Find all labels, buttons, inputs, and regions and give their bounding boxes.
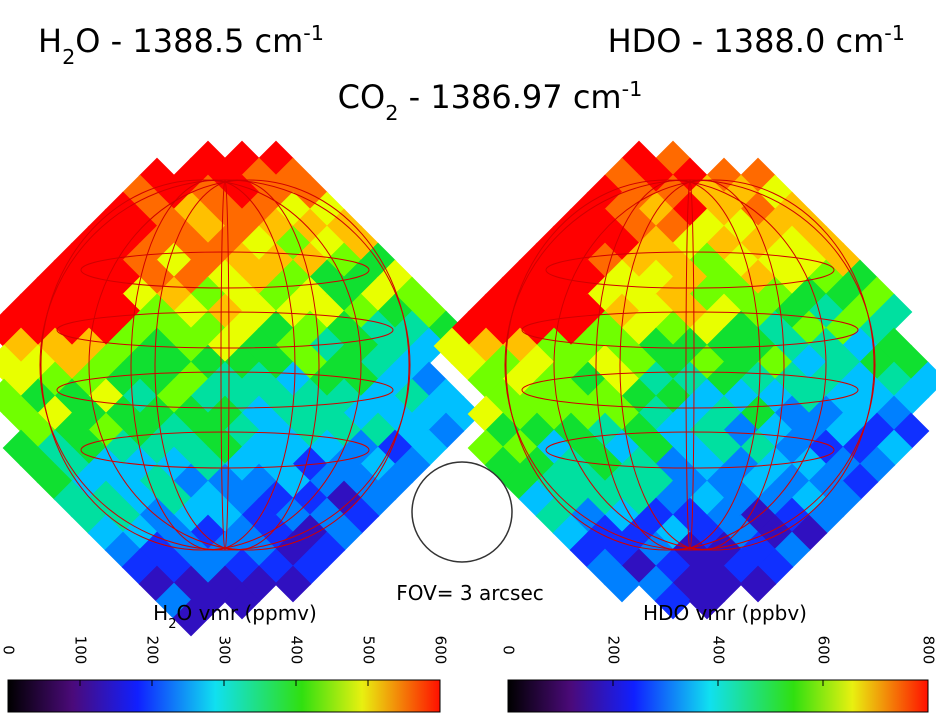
map-tile: [223, 582, 261, 620]
title: H2O - 1388.5 cm-1: [38, 21, 324, 69]
tick-label: 0: [500, 645, 518, 655]
meridian: [553, 179, 875, 551]
text-run: O vmr (ppmv): [177, 601, 317, 625]
map: [0, 140, 482, 637]
text-run: H: [153, 601, 168, 625]
text-run: O - 1388.5 cm: [75, 22, 303, 60]
text-run: H: [38, 22, 62, 60]
meridian: [40, 179, 362, 551]
map-tile: [654, 582, 692, 620]
parallel: [545, 431, 835, 469]
text-run: 2: [168, 617, 176, 632]
text-run: -1: [303, 21, 324, 45]
map-tile: [274, 565, 312, 603]
parallel: [80, 431, 370, 469]
meridian: [595, 179, 761, 551]
meridian: [685, 179, 695, 551]
text-run: -1: [884, 21, 905, 45]
meridian: [505, 179, 827, 551]
meridian: [88, 179, 410, 551]
text-run: 2: [385, 101, 398, 125]
tick-label: 200: [144, 636, 162, 665]
tick-label: 600: [815, 636, 833, 665]
meridian: [220, 179, 230, 551]
parallel: [56, 311, 394, 349]
maps: [0, 140, 936, 637]
tick-label: 300: [216, 636, 234, 665]
tick-label: 800: [920, 636, 936, 665]
map-tile: [739, 565, 777, 603]
parallel: [521, 311, 859, 349]
tick-label: 500: [360, 636, 378, 665]
map: [433, 140, 936, 620]
parallel: [56, 371, 394, 409]
text-run: - 1386.97 cm: [398, 78, 621, 116]
panel-label: H2O vmr (ppmv): [153, 601, 317, 632]
tick-label: 0: [0, 645, 18, 655]
tick-label: 600: [432, 636, 450, 665]
map-tile: [688, 582, 726, 620]
fov-label: FOV= 3 arcsec: [396, 581, 544, 605]
parallel: [521, 371, 859, 409]
parallel: [80, 251, 370, 289]
title: CO2 - 1386.97 cm-1: [338, 77, 643, 125]
map-grid: [39, 179, 411, 551]
map-tile: [603, 565, 641, 603]
panel-label: HDO vmr (ppbv): [643, 601, 807, 625]
text-run: HDO vmr (ppbv): [643, 601, 807, 625]
tick-label: 100: [72, 636, 90, 665]
parallel: [545, 251, 835, 289]
tick-label: 400: [710, 636, 728, 665]
text-run: HDO - 1388.0 cm: [608, 22, 885, 60]
text-run: CO: [338, 78, 386, 116]
meridian: [154, 179, 320, 551]
map-grid: [504, 179, 876, 551]
text-run: 2: [62, 45, 75, 69]
map-tile: [172, 599, 210, 637]
tick-label: 400: [288, 636, 306, 665]
meridian: [130, 179, 296, 551]
fov-circle: [411, 461, 513, 563]
text-run: -1: [622, 77, 643, 101]
tick-label: 200: [605, 636, 623, 665]
title: HDO - 1388.0 cm-1: [608, 21, 905, 60]
meridian: [619, 179, 785, 551]
